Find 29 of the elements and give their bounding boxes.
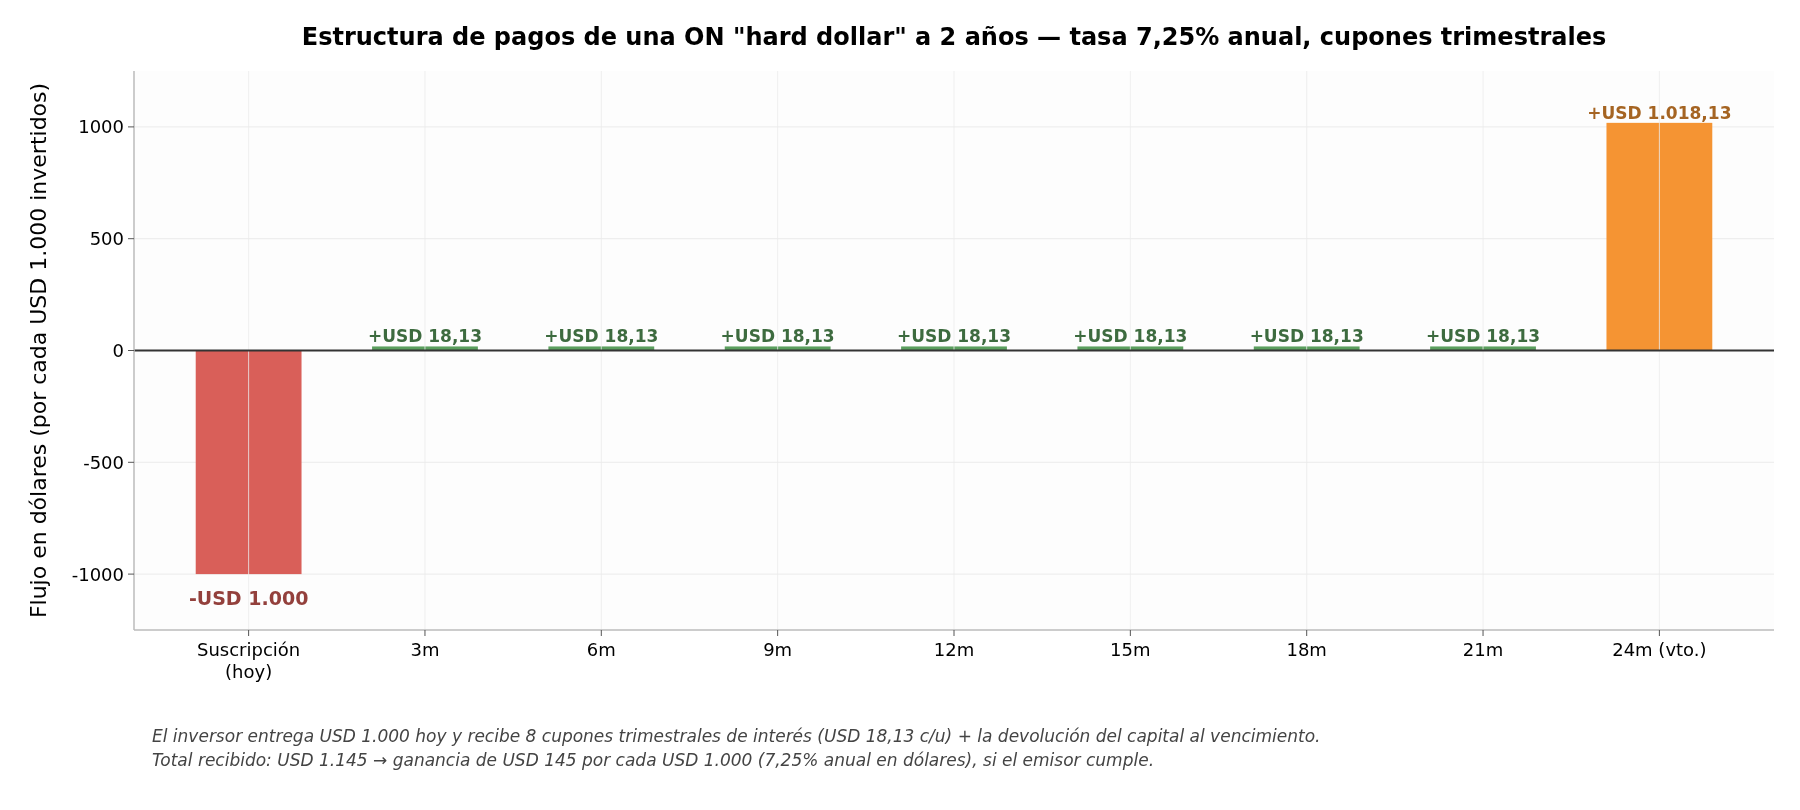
y-tick-label: 1000 [78, 116, 124, 138]
y-tick-label: 500 [89, 228, 124, 250]
x-tick-label: 3m [410, 639, 440, 660]
x-tick-label: 24m (vto.) [1612, 639, 1707, 660]
data-label: +USD 18,13 [1073, 326, 1188, 347]
x-tick-label: 12m [933, 639, 975, 660]
x-tick-label: 15m [1110, 639, 1151, 660]
x-tick-label: 18m [1286, 639, 1327, 660]
data-label: +USD 18,13 [367, 326, 483, 347]
y-tick-label: -500 [83, 451, 124, 473]
chart-title: Estructura de pagos de una ON "hard dollar" a 2 años — tasa 7,25% anual, cupones trimestrales [301, 23, 1607, 51]
bar [195, 350, 302, 575]
data-label: +USD 18,13 [1425, 326, 1541, 347]
text: El inversor entrega USD 1.000 hoy y recibe 8 cupones trimestrales de interés (USD 18,13 c/u) + la devolución del capital al vencimiento. [152, 726, 1321, 746]
x-tick-label: Suscripción (hoy) [196, 639, 301, 682]
x-tick-label: 6m [586, 639, 616, 660]
y-tick-label: 0 [112, 340, 124, 361]
data-label: +USD 18,13 [896, 326, 1012, 347]
data-label: -USD 1.000 [188, 586, 309, 609]
data-label: +USD 18,13 [544, 326, 659, 347]
data-label: +USD 18,13 [720, 326, 835, 347]
y-axis-title: Flujo en dólares (por cada USD 1.000 invertidos) [26, 82, 51, 619]
text: Total recibido: USD 1.145 → ganancia de USD 145 por cada USD 1.000 (7,25% anual en dólares), si el emisor cumple. [152, 750, 1155, 770]
y-tick-label: -1000 [71, 563, 124, 585]
data-label: +USD 1.018,13 [1587, 102, 1732, 123]
data-label: +USD 18,13 [1249, 326, 1364, 347]
bar [1606, 122, 1713, 351]
x-tick-label: 9m [763, 639, 793, 660]
x-tick-label: 21m [1462, 639, 1504, 660]
